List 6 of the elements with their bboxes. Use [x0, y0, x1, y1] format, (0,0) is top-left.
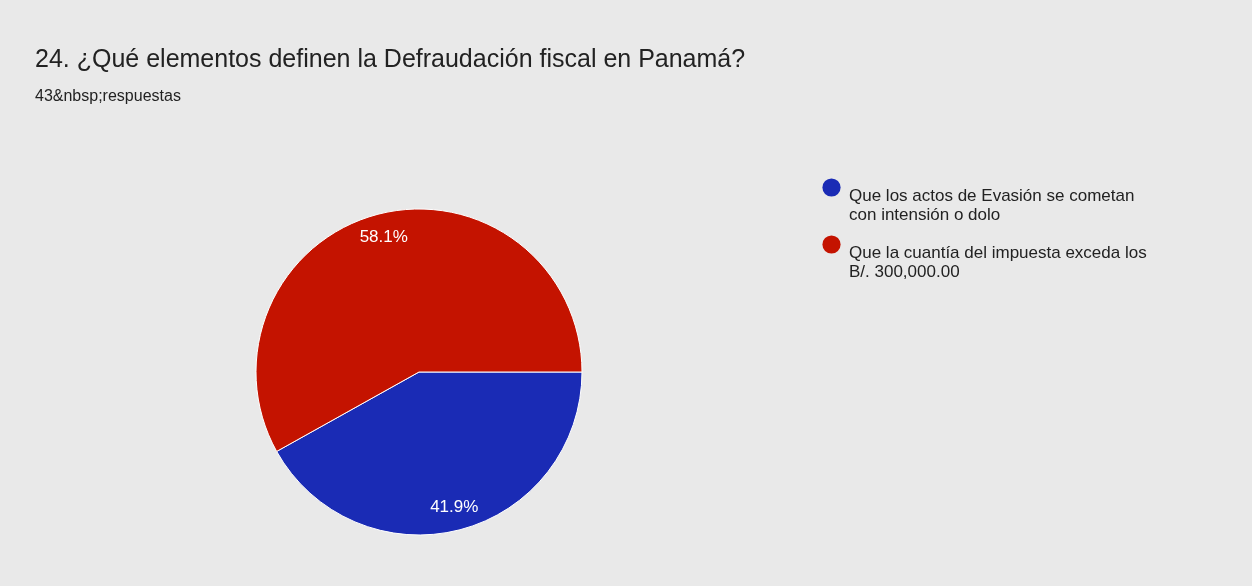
text: 43&nbsp;respuestas — [35, 87, 181, 104]
chart-title: 24. ¿Qué elementos definen la Defraudación fiscal en Panamá? — [35, 44, 746, 72]
data-label: 58.1% — [359, 226, 408, 246]
data-label: 41.9% — [430, 497, 479, 517]
legend-label: Que los actos de Evasión se cometan con intensión o dolo — [849, 185, 1135, 224]
legend-label: Que la cuantía del impuesta exceda los B/. 300,000.00 — [849, 242, 1147, 281]
